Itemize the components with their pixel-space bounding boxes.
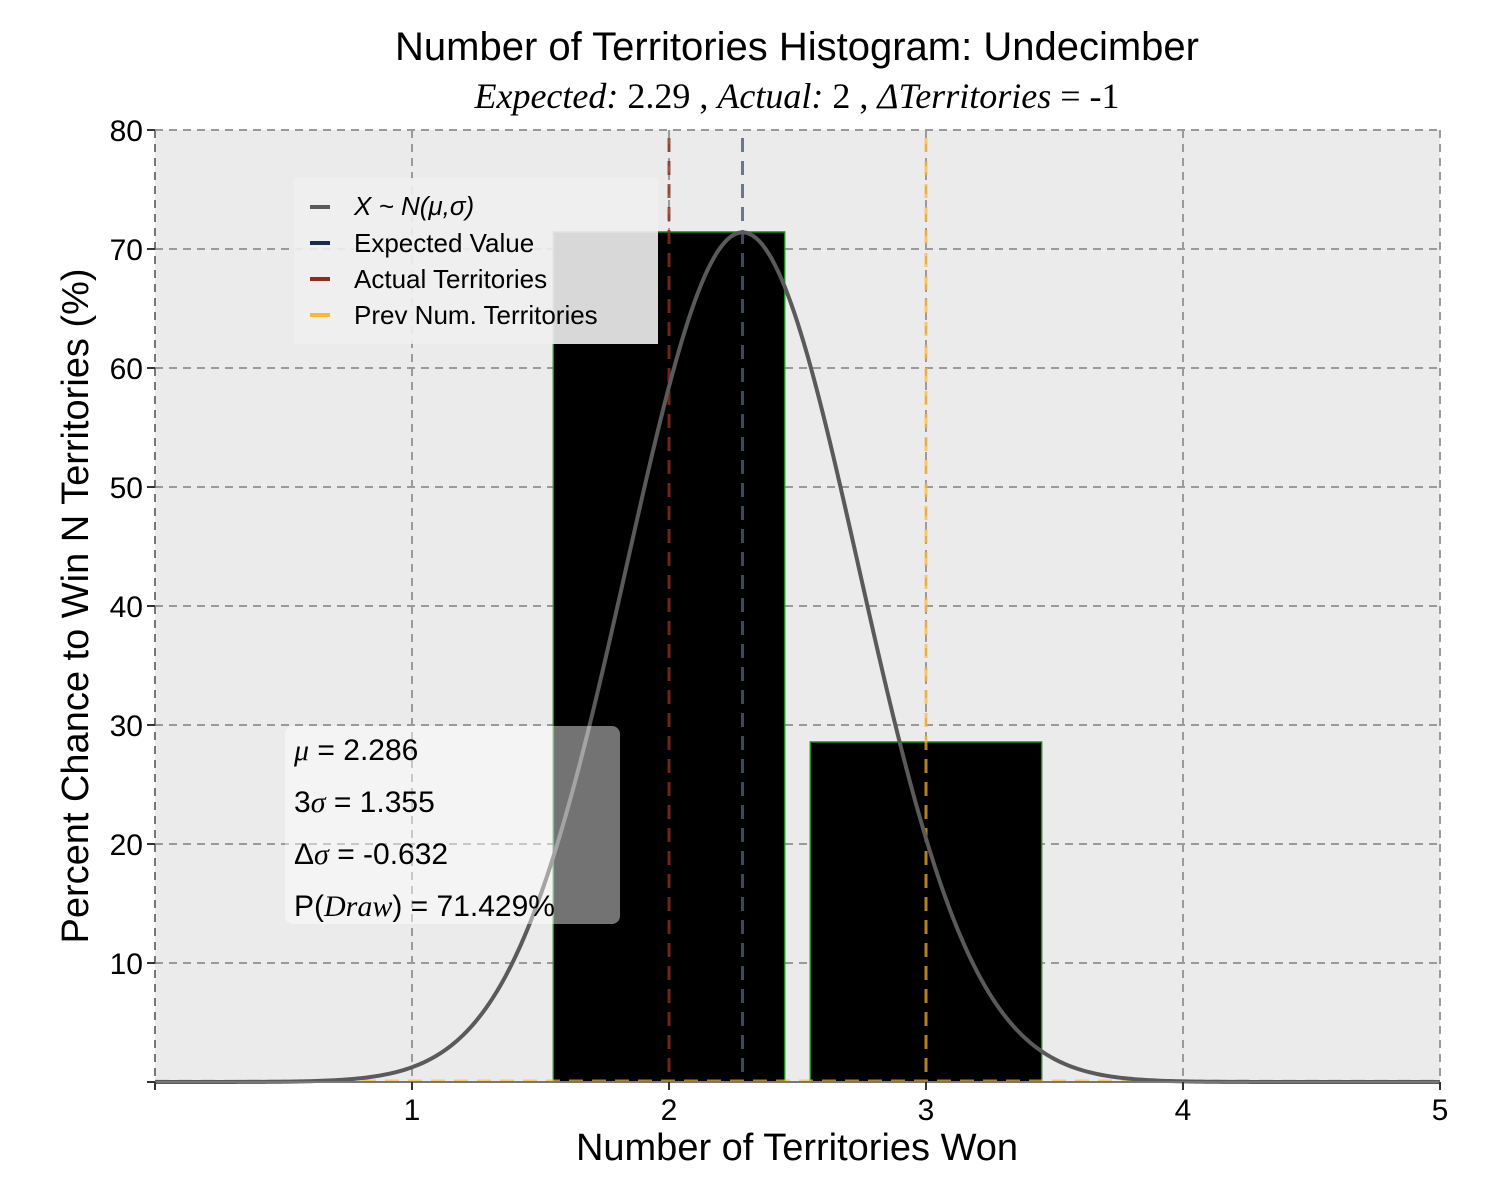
y-tick-label: 70 <box>110 234 143 267</box>
stats-sigma: 3σ = 1.355 <box>294 786 435 819</box>
subtitle-actual-label: Actual: <box>715 76 823 116</box>
y-tick-label: 10 <box>110 948 143 981</box>
stats-delta-symbol: σ <box>314 838 330 871</box>
x-tick-label: 2 <box>661 1094 678 1127</box>
y-tick-label: 40 <box>110 591 143 624</box>
stats-sigma-symbol: σ <box>311 786 327 819</box>
stats-sigma-prefix: 3 <box>294 786 311 819</box>
stats-mu-value: = 2.286 <box>317 734 418 767</box>
tick-labels: 1 2 3 4 5 10 20 30 40 50 60 70 80 <box>110 115 1449 1127</box>
stats-p-symbol: Draw <box>323 890 392 923</box>
y-tick-label: 20 <box>110 829 143 862</box>
subtitle-sep1: , <box>699 76 717 116</box>
subtitle-expected-label: Expected: <box>473 76 618 116</box>
stats-mu: μ = 2.286 <box>293 734 418 767</box>
legend-previous-label: Prev Num. Territories <box>354 300 598 330</box>
stats-p-prefix: P( <box>294 890 324 923</box>
y-tick-label: 30 <box>110 710 143 743</box>
y-tick-label: 80 <box>110 115 143 148</box>
legend-box <box>294 178 658 344</box>
stats-delta-prefix: Δ <box>294 838 314 871</box>
subtitle-expected-value: 2.29 <box>627 76 690 116</box>
x-tick-label: 4 <box>1175 1094 1192 1127</box>
chart-subtitle: Expected: 2.29 , Actual: 2 , ΔTerritorie… <box>473 76 1119 116</box>
subtitle-delta-label: ΔTerritories <box>875 76 1051 116</box>
y-tick-label: 50 <box>110 472 143 505</box>
x-axis-label: Number of Territories Won <box>576 1127 1018 1169</box>
stats-sigma-value: = 1.355 <box>334 786 435 819</box>
legend-normal-label: X ~ N(μ,σ) <box>353 191 474 221</box>
chart-title: Number of Territories Histogram: Undecim… <box>395 25 1199 69</box>
subtitle-actual-value: 2 <box>832 76 850 116</box>
y-tick-label: 60 <box>110 353 143 386</box>
axes <box>147 129 1441 1090</box>
subtitle-sep2: , <box>859 76 877 116</box>
x-tick-label: 5 <box>1432 1094 1449 1127</box>
stats-p-draw: P(Draw) = 71.429% <box>294 890 555 923</box>
legend-expected-label: Expected Value <box>354 228 534 258</box>
legend: X ~ N(μ,σ) Expected Value Actual Territo… <box>294 178 658 344</box>
stats-p-suffix: ) = 71.429% <box>392 890 555 923</box>
subtitle-delta-value: = -1 <box>1060 76 1119 116</box>
x-tick-label: 3 <box>918 1094 935 1127</box>
legend-actual-label: Actual Territories <box>354 264 547 294</box>
y-axis-label: Percent Chance to Win N Territories (%) <box>55 268 97 943</box>
stats-delta: Δσ = -0.632 <box>294 838 448 871</box>
stats-delta-value: = -0.632 <box>337 838 448 871</box>
stats-mu-symbol: μ <box>293 734 309 767</box>
x-tick-label: 1 <box>404 1094 421 1127</box>
stats-box-background <box>285 726 620 924</box>
stats-box: μ = 2.286 3σ = 1.355 Δσ = -0.632 P(Draw)… <box>285 726 620 924</box>
